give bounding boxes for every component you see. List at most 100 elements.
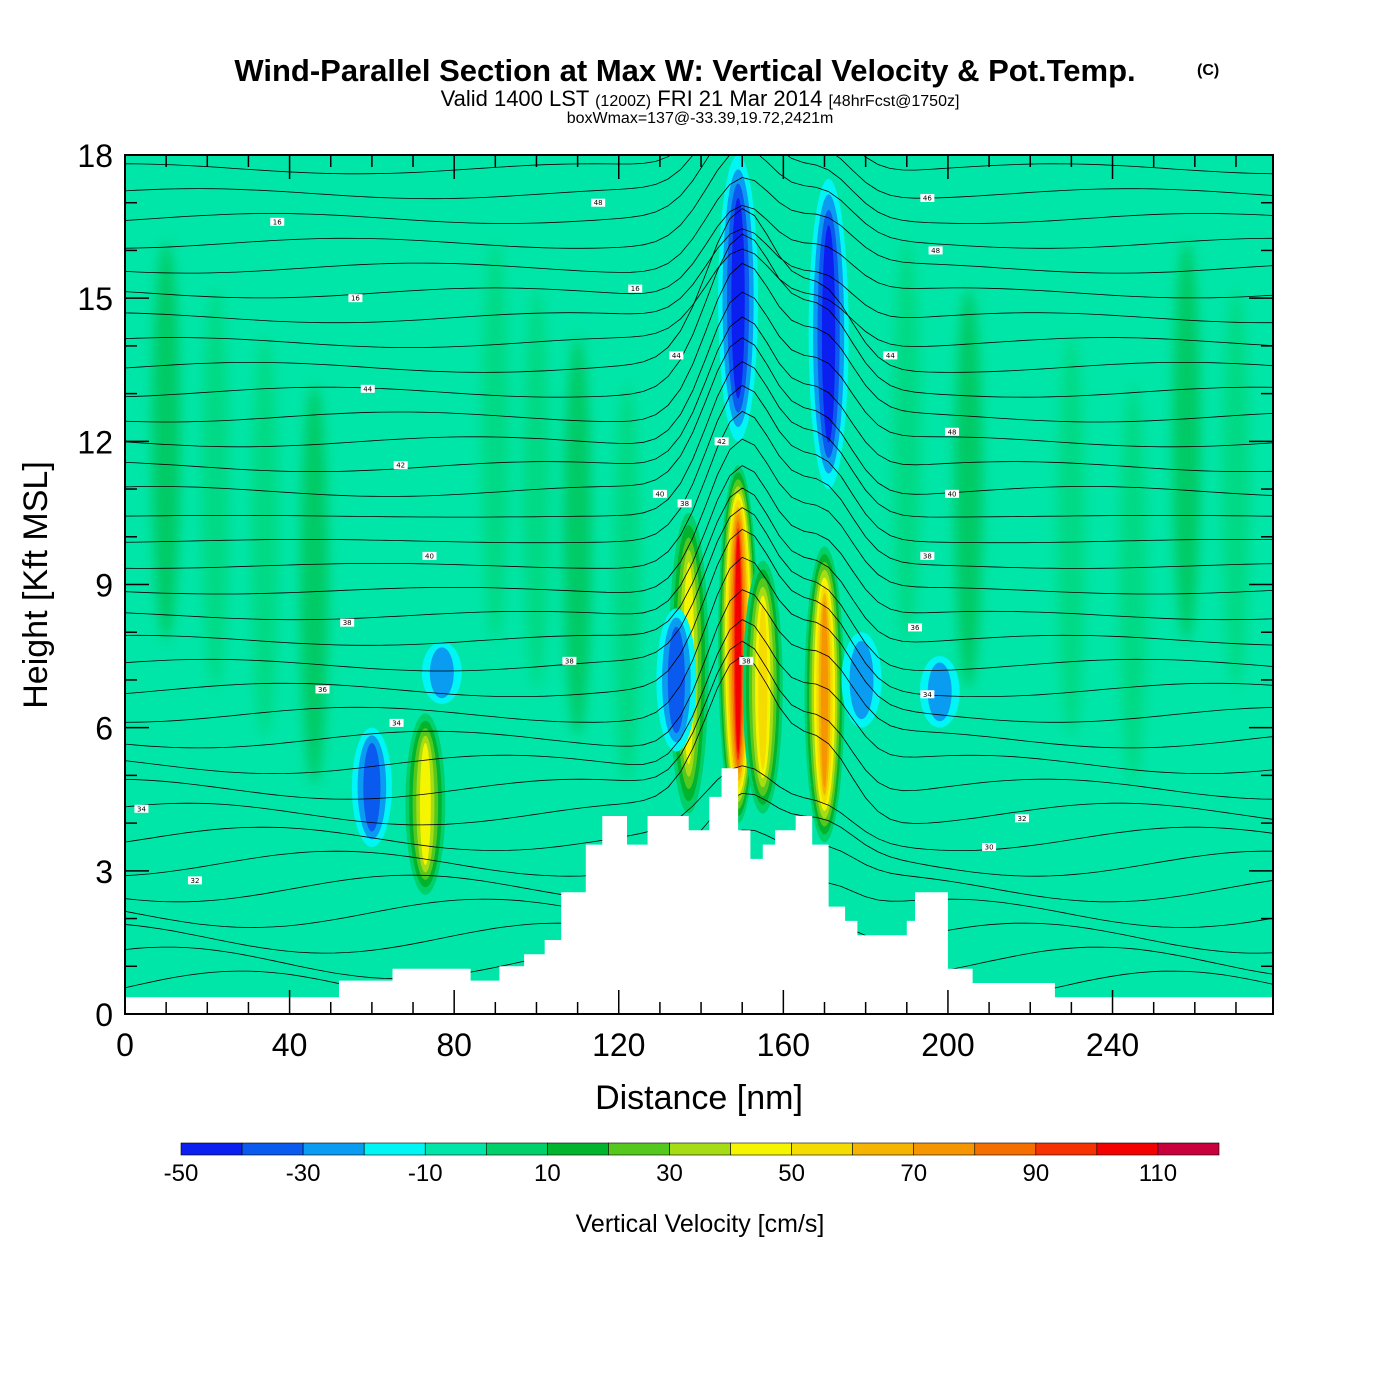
- isentrope-line: [125, 248, 1273, 349]
- svg-text:38: 38: [343, 619, 352, 627]
- chart-subtitle: Valid 1400 LST (1200Z) FRI 21 Mar 2014 […: [441, 86, 960, 111]
- colorbar-swatch: [424, 1142, 487, 1156]
- chart-title: Wind-Parallel Section at Max W: Vertical…: [234, 53, 1135, 88]
- downdraft-core: [667, 626, 685, 734]
- svg-text:48: 48: [931, 247, 940, 255]
- texture-streak: [1172, 241, 1201, 642]
- svg-text:40: 40: [948, 490, 957, 498]
- svg-text:42: 42: [717, 438, 726, 446]
- svg-text:36: 36: [318, 686, 327, 694]
- downdraft-core: [429, 647, 454, 699]
- isentrope-line: [125, 361, 1273, 518]
- isentrope-label: 44: [883, 351, 898, 360]
- texture-streak: [892, 241, 921, 642]
- colorbar-swatch: [669, 1142, 731, 1156]
- plot-area: 16 48 16 44 16 44 42 42 40 40 38 38 38 38 36 34 34 32 46 48…: [125, 155, 1273, 1014]
- x-tick-label: 40: [272, 1027, 308, 1063]
- isentrope-line: [125, 655, 1273, 826]
- isentrope-line: [125, 155, 1273, 249]
- valid-date: FRI 21 Mar 2014: [657, 86, 822, 111]
- isentrope-label: 36: [315, 685, 330, 694]
- svg-text:44: 44: [672, 352, 681, 360]
- texture-streak: [954, 289, 983, 690]
- isentrope-label: 16: [348, 294, 363, 303]
- isentrope-line: [125, 556, 1273, 723]
- svg-text:40: 40: [655, 490, 664, 498]
- svg-text:30: 30: [985, 843, 994, 851]
- isentrope-label: 38: [562, 656, 577, 665]
- colorbar-swatch: [913, 1142, 976, 1156]
- texture-streak: [1221, 289, 1250, 690]
- isentrope-label: 42: [714, 437, 729, 446]
- isentrope-line: [125, 438, 1273, 595]
- svg-text:48: 48: [594, 199, 603, 207]
- isentrope-label: 48: [945, 427, 960, 436]
- downdraft-core: [849, 640, 874, 720]
- isentrope-line: [125, 385, 1273, 544]
- isentrope-line: [125, 262, 1273, 423]
- isentrope-label: 44: [669, 351, 684, 360]
- colorbar-swatch: [974, 1142, 1037, 1156]
- isentrope-label: 38: [920, 551, 935, 560]
- y-tick-label: 9: [95, 568, 113, 604]
- colorbar-swatch: [1157, 1142, 1220, 1156]
- isentrope-label: 44: [360, 384, 375, 393]
- x-tick-label: 0: [116, 1027, 134, 1063]
- svg-text:32: 32: [190, 877, 199, 885]
- colorbar-tick-label: -10: [408, 1160, 443, 1187]
- isentrope-line: [125, 155, 1273, 175]
- isentrope-line: [125, 487, 1273, 646]
- colorbar-swatch: [363, 1142, 426, 1156]
- isentrope-line: [125, 589, 1273, 749]
- svg-text:44: 44: [363, 385, 372, 393]
- svg-text:16: 16: [631, 285, 640, 293]
- isentrope-label: 32: [1015, 814, 1030, 823]
- isentrope-line: [125, 233, 1273, 398]
- colorbar-tick-label: -30: [286, 1160, 321, 1187]
- isentrope-line: [125, 640, 1273, 800]
- isentrope-label: 36: [908, 623, 923, 632]
- x-tick-label: 200: [921, 1027, 974, 1063]
- colorbar-swatch: [730, 1142, 792, 1156]
- forecast-info: [48hrFcst@1750z]: [828, 93, 959, 110]
- x-tick-label: 120: [592, 1027, 645, 1063]
- isentrope-line: [125, 337, 1273, 497]
- updraft-core: [820, 601, 829, 788]
- isentrope-label: 38: [739, 656, 754, 665]
- colorbar-tick-label: 70: [900, 1160, 927, 1187]
- texture-streak: [152, 241, 181, 642]
- texture-streak: [250, 336, 279, 737]
- isentrope-label: 34: [920, 690, 935, 699]
- colorbar-tick-label: 50: [778, 1160, 805, 1187]
- colorbar-title: Vertical Velocity [cm/s]: [576, 1210, 825, 1238]
- isentrope-label: 32: [187, 876, 202, 885]
- colorbar-swatch: [302, 1142, 365, 1156]
- isentrope-label: 40: [945, 489, 960, 498]
- svg-text:16: 16: [351, 295, 360, 303]
- svg-text:36: 36: [911, 624, 920, 632]
- texture-streak: [612, 384, 641, 785]
- isentrope-line: [125, 177, 1273, 274]
- x-tick-label: 160: [757, 1027, 810, 1063]
- isentrope-line: [125, 765, 1273, 852]
- isentrope-label: 42: [393, 461, 408, 470]
- box-info: boxWmax=137@-33.39,19.72,2421m: [567, 110, 834, 127]
- downdraft-core: [927, 662, 952, 722]
- isentrope-label: 38: [340, 618, 355, 627]
- texture-streak: [563, 336, 592, 737]
- svg-text:44: 44: [886, 352, 895, 360]
- isentrope-label: 48: [591, 198, 606, 207]
- isentrope-line: [125, 465, 1273, 621]
- updraft-core: [419, 743, 431, 866]
- colorbar-swatch: [241, 1142, 304, 1156]
- colorbar-swatch: [547, 1142, 609, 1156]
- isentrope-label: 16: [270, 217, 285, 226]
- svg-text:40: 40: [425, 552, 434, 560]
- y-tick-label: 6: [95, 711, 113, 747]
- isentrope-label: 34: [134, 804, 149, 813]
- svg-text:38: 38: [680, 500, 689, 508]
- valid-time: Valid 1400 LST: [441, 86, 589, 111]
- isentrope-label: 16: [628, 284, 643, 293]
